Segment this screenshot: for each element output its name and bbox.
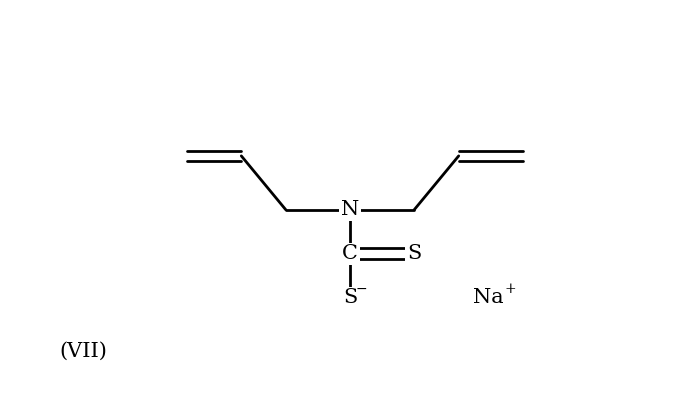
Text: Na: Na <box>473 288 503 307</box>
Text: C: C <box>342 244 358 263</box>
Text: N: N <box>341 200 359 219</box>
Text: +: + <box>504 282 516 296</box>
Text: S: S <box>407 244 421 263</box>
Text: −: − <box>355 282 367 296</box>
Text: (VII): (VII) <box>60 342 107 361</box>
Text: S: S <box>343 288 357 307</box>
